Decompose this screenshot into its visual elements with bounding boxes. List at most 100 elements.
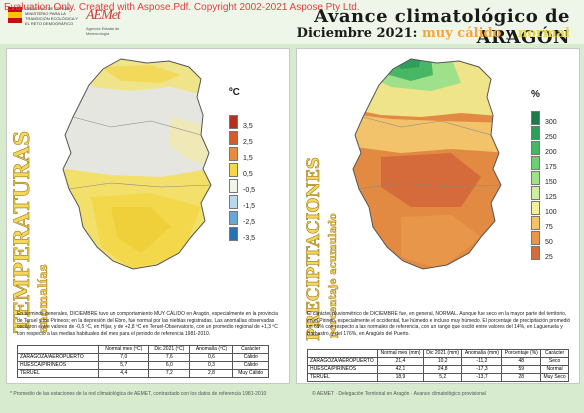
temperature-map-fill — [63, 59, 211, 269]
table-row: TERUEL 18,9 5,2 -13,7 28 Muy Seco — [306, 373, 569, 382]
temperature-table-cell: 0,6 — [189, 353, 234, 362]
temperature-table-cell: 4,4 — [98, 369, 150, 378]
temperature-table-cell: Muy Cálido — [232, 369, 269, 378]
precipitation-table-cell: 48 — [501, 357, 542, 366]
temperature-table-body: ZARAGOZA/AEROPUERTO 7,0 7,6 0,6 Cálido HUESCA… — [16, 353, 269, 378]
temperature-legend-swatch — [229, 115, 238, 129]
temperature-table-cell: 2,8 — [189, 369, 234, 378]
table-row: TERUEL 4,4 7,2 2,8 Muy Cálido — [16, 369, 269, 378]
temperature-vertical-title: TEMPERATURAS anomalías — [9, 131, 49, 334]
temperature-table-cell: Cálido — [232, 361, 269, 370]
temperature-legend-label: 3,5 — [243, 123, 253, 130]
precipitation-table-cell: 21,4 — [377, 357, 424, 366]
temperature-summary-text: En términos generales, DICIEMBRE tuvo un… — [17, 311, 278, 337]
precipitation-legend: % 300 250 200 175 150 125 100 75 50 25 — [531, 89, 575, 309]
temperature-table-header-cell: Normal mes (ºC) — [98, 345, 150, 354]
temperature-table-header-cell: Anomalía (ºC) — [189, 345, 234, 354]
temperature-table-cell: 5,7 — [98, 361, 150, 370]
precipitation-legend-label: 150 — [545, 179, 557, 186]
temperature-legend: ºC 3,5 2,5 1,5 0,5 -0,5 -1,5 -2,5 -3,5 — [229, 87, 279, 287]
precipitation-legend-swatch — [531, 231, 540, 245]
province-boundary-teruel — [68, 182, 212, 190]
precipitation-table-header-cell: Carácter — [540, 349, 569, 358]
precipitation-panel: PRECIPITACIONES porcentaje acumulado — [296, 48, 580, 384]
temperature-legend-swatch — [229, 131, 238, 145]
government-logo-text: GOBIERNO DE ESPAÑA · MINISTERIO PARA LA … — [25, 6, 78, 26]
temperature-legend-label: -2,5 — [243, 219, 256, 226]
precipitation-legend-unit: % — [531, 89, 540, 100]
temperature-subtitle-text: anomalías — [36, 264, 49, 333]
evaluation-watermark: Evaluation Only. Created with Aspose.Pdf… — [4, 2, 360, 13]
precipitation-table-header-cell: Normal mes (mm) — [377, 349, 424, 358]
precipitation-table: Normal mes (mm) Dic 2021 (mm) Anomalía (mm… — [306, 349, 569, 382]
temperature-table-cell: 0,3 — [189, 361, 234, 370]
precipitation-table-cell: Seco — [540, 357, 569, 366]
precipitation-legend-label: 125 — [545, 194, 557, 201]
temperature-legend-swatch — [229, 147, 238, 161]
precipitation-legend-swatch — [531, 216, 540, 230]
temperature-table-cell: 6,0 — [148, 361, 191, 370]
temperature-legend-label: 1,5 — [243, 155, 253, 162]
page-subtitle: Diciembre 2021: muy cálido y normal — [220, 26, 570, 41]
precipitation-legend-label: 50 — [545, 239, 553, 246]
precipitation-table-cell: -13,7 — [461, 373, 503, 382]
temperature-table-cell: 7,0 — [98, 353, 150, 362]
temperature-table-cell: HUESCA/PIRINEOS — [16, 361, 100, 370]
precipitation-table-cell: -17,3 — [461, 365, 503, 374]
precipitation-legend-swatch — [531, 126, 540, 140]
precipitation-legend-label: 250 — [545, 134, 557, 141]
aemet-logo: AEMet Agencia Estatal de Meteorología — [86, 6, 126, 40]
subtitle-month: Diciembre 2021: — [296, 26, 418, 41]
precipitation-summary-text: El carácter pluviométrico de DICIEMBRE f… — [307, 311, 571, 337]
precipitation-table-cell: ZARAGOZA/AEROPUERTO — [306, 357, 379, 366]
precipitation-legend-label: 75 — [545, 224, 553, 231]
temperature-panel: TEMPERATURAS anomalías ºC — [6, 48, 290, 384]
precipitation-table-cell: HUESCA/PIRINEOS — [306, 365, 379, 374]
subtitle-temperature-character: muy cálido — [422, 26, 502, 41]
spain-flag-icon — [8, 7, 22, 23]
precipitation-map-fill — [353, 59, 501, 269]
subtitle-precipitation-character: normal — [517, 26, 570, 41]
precipitation-legend-label: 25 — [545, 254, 553, 261]
temperature-legend-label: 2,5 — [243, 139, 253, 146]
province-boundary-teruel — [358, 182, 502, 190]
precipitation-table-cell: Muy Seco — [540, 373, 569, 382]
temperature-title-text: TEMPERATURAS — [9, 131, 34, 333]
page-title: Avance climatológico de ARAGÓN — [314, 6, 570, 48]
temperature-legend-label: -0,5 — [243, 187, 256, 194]
province-boundary-huesca — [72, 116, 202, 136]
temperature-table-header-cell: Carácter — [232, 345, 269, 354]
footer-note-left: * Promedio de las estaciones de la red c… — [10, 391, 267, 397]
temperature-table-header-cell: Dic 2021 (ºC) — [148, 345, 191, 354]
temperature-legend-label: -1,5 — [243, 203, 256, 210]
precipitation-legend-swatch — [531, 156, 540, 170]
temperature-legend-swatch — [229, 163, 238, 177]
precipitation-table-cell: -11,2 — [461, 357, 503, 366]
aragon-border — [62, 58, 212, 270]
institution-logos: GOBIERNO DE ESPAÑA · MINISTERIO PARA LA … — [8, 6, 123, 40]
temperature-table-header: Normal mes (ºC) Dic 2021 (ºC) Anomalía (ºC… — [16, 345, 269, 354]
temperature-legend-label: 0,5 — [243, 171, 253, 178]
precipitation-legend-swatch — [531, 201, 540, 215]
aragon-border — [352, 58, 502, 270]
aemet-logo-subtitle: Agencia Estatal de Meteorología — [86, 26, 120, 36]
precipitation-table-cell: 59 — [501, 365, 542, 374]
precipitation-vertical-title: PRECIPITACIONES porcentaje acumulado — [304, 157, 339, 342]
precipitation-title-text: PRECIPITACIONES — [304, 157, 324, 341]
temperature-table-cell: ZARAGOZA/AEROPUERTO — [16, 353, 100, 362]
subtitle-joiner: y — [505, 26, 514, 41]
precipitation-table-cell: 5,2 — [422, 373, 463, 382]
temperature-legend-swatch — [229, 195, 238, 209]
temperature-table-cell: 7,6 — [148, 353, 191, 362]
table-row: HUESCA/PIRINEOS 42,1 24,8 -17,3 59 Normal — [306, 365, 569, 374]
temperature-legend-unit: ºC — [229, 87, 240, 98]
precipitation-table-header: Normal mes (mm) Dic 2021 (mm) Anomalía (mm… — [306, 349, 569, 358]
precipitation-legend-swatch — [531, 141, 540, 155]
precipitation-table-cell: TERUEL — [306, 373, 379, 382]
temperature-table: Normal mes (ºC) Dic 2021 (ºC) Anomalía (ºC… — [16, 345, 269, 378]
temperature-anomaly-map — [62, 58, 212, 270]
precipitation-table-body: ZARAGOZA/AEROPUERTO 21,4 10,2 -11,2 48 Seco HU… — [306, 357, 569, 382]
aemet-logo-mark: AEMet — [86, 8, 121, 23]
precipitation-table-cell: Normal — [540, 365, 569, 374]
